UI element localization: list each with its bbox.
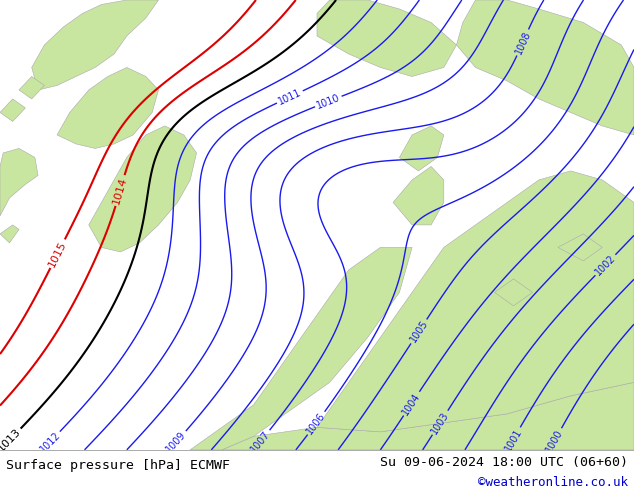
Text: Surface pressure [hPa] ECMWF: Surface pressure [hPa] ECMWF [6,459,230,471]
Polygon shape [32,0,158,90]
Text: 1004: 1004 [401,391,422,416]
Polygon shape [19,76,44,99]
Polygon shape [222,382,634,450]
Text: 1009: 1009 [164,429,188,454]
Polygon shape [558,234,602,261]
Polygon shape [456,0,634,135]
Polygon shape [393,167,444,225]
Text: 1010: 1010 [315,92,342,111]
Text: 1006: 1006 [305,411,328,436]
Text: 1014: 1014 [112,175,129,205]
Text: Su 09-06-2024 18:00 UTC (06+60): Su 09-06-2024 18:00 UTC (06+60) [380,456,628,469]
Text: 1001: 1001 [503,427,524,453]
Text: 1005: 1005 [408,318,430,344]
Polygon shape [0,99,25,122]
Text: 1015: 1015 [47,239,68,269]
Text: 1013: 1013 [0,426,23,454]
Text: 1012: 1012 [38,430,62,454]
Polygon shape [317,171,634,432]
Text: 1008: 1008 [514,29,533,56]
Polygon shape [317,0,456,76]
Text: 1011: 1011 [276,87,303,107]
Polygon shape [0,148,38,216]
Text: 1002: 1002 [593,253,618,277]
Text: 1000: 1000 [544,428,565,454]
Polygon shape [399,126,444,171]
Text: 1007: 1007 [249,429,272,454]
Text: ©weatheronline.co.uk: ©weatheronline.co.uk [477,476,628,490]
Polygon shape [57,68,158,148]
Polygon shape [89,126,197,252]
Text: 1003: 1003 [429,410,451,436]
Polygon shape [495,279,533,306]
Polygon shape [190,247,412,450]
Polygon shape [0,225,19,243]
